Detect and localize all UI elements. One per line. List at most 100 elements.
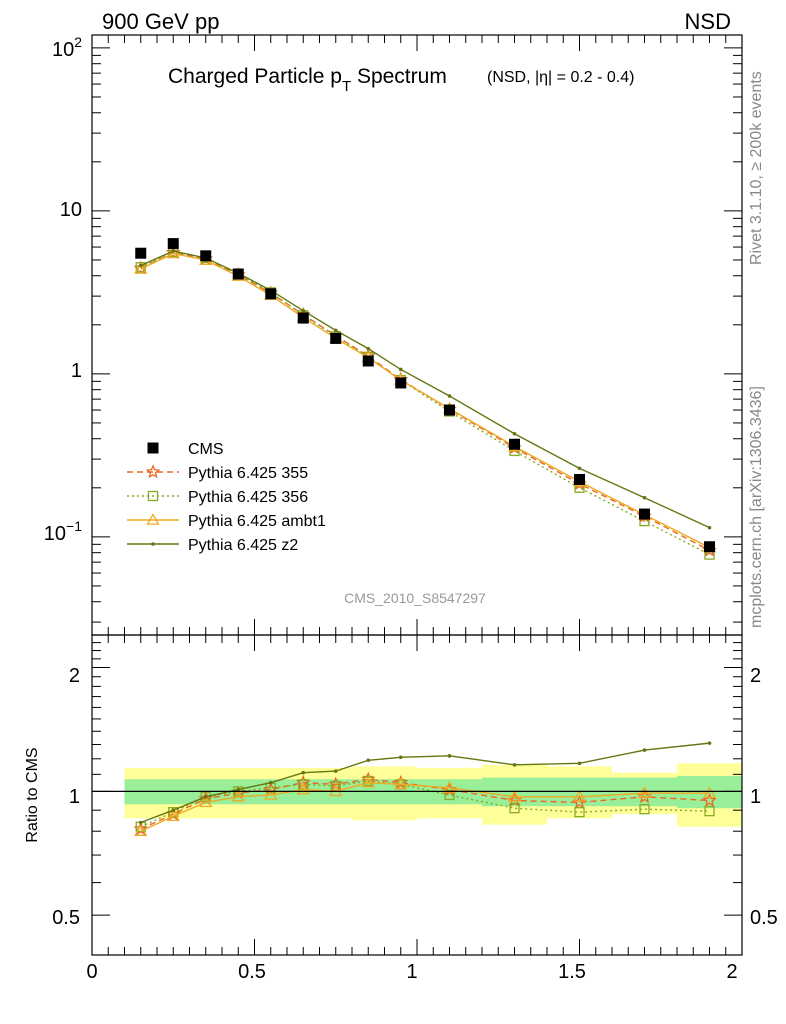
- ratio-series-marker: [134, 824, 148, 836]
- main-plot: Charged Particle pT Spectrum (NSD, |η| =…: [44, 34, 743, 636]
- legend-label: Pythia 6.425 355: [188, 465, 308, 482]
- cms-data-point: [509, 438, 520, 450]
- main-series-marker: [707, 525, 712, 530]
- analysis-watermark: CMS_2010_S8547297: [344, 590, 486, 606]
- ratio-series-marker: [171, 808, 176, 812]
- main-series-marker: [138, 263, 143, 268]
- xtick-label-0: 0: [86, 961, 97, 983]
- ytick-label-0.1: 10−1: [44, 518, 82, 545]
- plot-title: Charged Particle pT Spectrum: [168, 65, 447, 95]
- ratio-series-marker: [264, 788, 278, 800]
- ratio-series-marker: [231, 789, 245, 802]
- cms-data-point: [395, 377, 407, 389]
- main-series-marker: [333, 328, 338, 333]
- xtick-label-0.5: 0.5: [238, 961, 266, 983]
- legend-entry: Pythia 6.425 ambt1: [127, 513, 326, 530]
- legend: CMS Pythia 6.425 355 Pythia 6.425 356 Pythi…: [127, 441, 326, 554]
- main-series-marker: [577, 466, 582, 471]
- energy-label: 900 GeV pp: [102, 9, 219, 34]
- process-label: NSD: [685, 9, 731, 34]
- ratio-series-marker: [166, 809, 180, 822]
- cms-data-point: [265, 288, 277, 300]
- ratio-series-marker: [702, 792, 717, 807]
- ratio-ytick-left-2: 2: [69, 665, 80, 687]
- ratio-series-marker: [637, 786, 652, 798]
- ratio-series-marker: [200, 791, 211, 802]
- title-tail: Spectrum: [351, 65, 447, 88]
- ratio-series-marker: [394, 777, 408, 790]
- ratio-series-marker: [333, 769, 338, 773]
- cms-data-point: [135, 247, 147, 259]
- cms-data-point: [444, 404, 455, 416]
- xtick-label-1: 1: [406, 961, 417, 983]
- ratio-plot: Ratio to CMS 0.5 1 2 0.5 1 2 0 0.5 1 1.5…: [24, 634, 778, 983]
- legend-entry: CMS: [147, 441, 224, 458]
- ratio-series-marker: [298, 779, 309, 790]
- ratio-ylabel: Ratio to CMS: [24, 747, 41, 842]
- main-series-line: [140, 250, 710, 529]
- main-series-line: [140, 251, 710, 556]
- main-series-marker: [512, 431, 517, 436]
- xtick-label-1.5: 1.5: [558, 961, 586, 983]
- ratio-series-marker: [330, 780, 341, 792]
- ratio-series-marker: [444, 789, 455, 801]
- mcplots-label: mcplots.cern.ch [arXiv:1306.3436]: [748, 386, 765, 628]
- main-series-marker: [447, 394, 452, 398]
- rivet-label: Rivet 3.1.10, ≥ 200k events: [748, 71, 765, 265]
- legend-label: Pythia 6.425 ambt1: [188, 513, 326, 530]
- ratio-ytick-right-0.5: 0.5: [750, 907, 778, 929]
- legend-marker: [147, 442, 159, 454]
- ytick-label-1: 1: [71, 360, 82, 382]
- ratio-series-marker: [296, 782, 310, 795]
- main-series-marker: [301, 308, 306, 313]
- title-subscript: T: [342, 78, 351, 95]
- ratio-series-marker: [447, 754, 452, 758]
- main-series-marker: [366, 346, 371, 351]
- ratio-series-marker: [577, 761, 582, 766]
- ratio-ytick-left-0.5: 0.5: [52, 907, 80, 929]
- cms-data-point: [200, 250, 212, 262]
- legend-marker: [151, 542, 155, 546]
- cms-data-point: [574, 473, 585, 485]
- legend-label: Pythia 6.425 z2: [188, 537, 298, 554]
- ratio-series-line: [140, 781, 710, 832]
- legend-entry: Pythia 6.425 z2: [127, 537, 298, 554]
- xtick-label-2: 2: [726, 961, 737, 983]
- legend-marker: [146, 513, 160, 525]
- ratio-series-marker: [512, 763, 517, 767]
- ratio-series-marker: [361, 775, 375, 788]
- ratio-series-marker: [329, 784, 343, 797]
- cms-data-point: [639, 508, 650, 520]
- ratio-ytick-left-1: 1: [69, 786, 80, 808]
- legend-label: CMS: [188, 441, 224, 458]
- ratio-series-marker: [509, 803, 520, 814]
- ratio-plot-frame: [91, 634, 743, 956]
- main-series-marker: [171, 249, 176, 253]
- cms-data-point: [297, 312, 309, 324]
- ratio-series-marker: [702, 786, 717, 798]
- cms-data-point: [330, 332, 342, 344]
- legend-marker: [145, 464, 161, 479]
- main-series-line: [140, 252, 710, 549]
- ytick-label-10: 10: [60, 199, 82, 221]
- ratio-series-marker: [574, 807, 585, 818]
- legend-entry: Pythia 6.425 355: [127, 464, 308, 482]
- main-series-marker: [134, 262, 148, 274]
- ratio-series-marker: [138, 820, 143, 825]
- ratio-series-marker: [507, 789, 522, 802]
- cms-data-point: [362, 355, 374, 367]
- ratio-ytick-right-1: 1: [750, 786, 761, 808]
- ratio-series-marker: [236, 787, 241, 792]
- ratio-series-marker: [707, 741, 712, 745]
- cms-data-point: [167, 238, 179, 250]
- ratio-series-marker: [398, 755, 403, 760]
- ratio-series-marker: [642, 748, 647, 752]
- legend-label: Pythia 6.425 356: [188, 489, 308, 506]
- legend-entry: Pythia 6.425 356: [127, 489, 308, 506]
- main-series-marker: [642, 495, 647, 500]
- ratio-series-marker: [572, 789, 587, 802]
- ratio-series-marker: [301, 770, 306, 775]
- ratio-series-marker: [366, 758, 371, 763]
- title-main: Charged Particle p: [168, 65, 342, 88]
